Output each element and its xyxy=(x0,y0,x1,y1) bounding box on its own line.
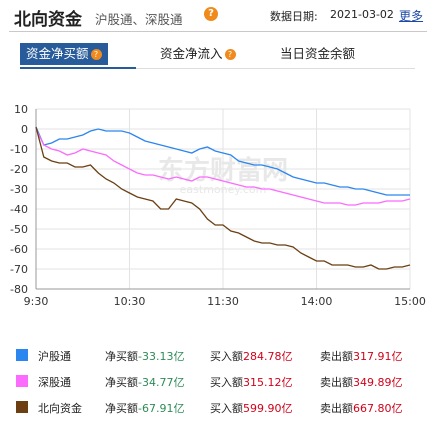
question-icon[interactable]: ? xyxy=(90,49,102,60)
line-chart: 10 0 -10 -20 -30 -40 -50 -60 -70 -809:30 10:30 11:3… xyxy=(10,103,426,308)
watermark-subtext: eastmoney.com xyxy=(180,183,267,196)
net-value: -34.77亿 xyxy=(138,376,185,389)
legend-swatch xyxy=(16,375,28,387)
legend-buy: 买入额315.12亿 xyxy=(210,374,293,390)
legend-swatch xyxy=(16,349,28,361)
tab-bar: 资金净买额? 资金净流入? 当日资金余额 xyxy=(0,43,435,67)
legend-net: 净买额-34.77亿 xyxy=(105,374,184,390)
tab-underline xyxy=(20,68,415,69)
date-label: 数据日期: xyxy=(270,10,318,23)
more-link[interactable]: 更多 xyxy=(399,9,424,23)
series-line-2 xyxy=(35,126,411,270)
date-value: 2021-03-02 xyxy=(330,8,394,21)
legend-sell: 卖出额349.89亿 xyxy=(320,374,403,390)
x-tick-label: 9:30 xyxy=(24,295,49,308)
tab-active-underline xyxy=(20,67,136,69)
x-tick-label: 15:00 xyxy=(394,295,426,308)
y-tick-label: -10 xyxy=(10,143,28,156)
legend-row-sh: 沪股通 净买额-33.13亿 买入额284.78亿 卖出额317.91亿 xyxy=(0,345,435,367)
x-tick-label: 14:00 xyxy=(301,295,333,308)
buy-label: 买入额 xyxy=(210,350,243,363)
sell-value: 317.91亿 xyxy=(353,350,403,363)
tab-net-inflow[interactable]: 资金净流入? xyxy=(160,43,236,65)
buy-value: 599.90亿 xyxy=(243,402,293,415)
y-tick-label: 0 xyxy=(21,123,28,136)
tab-net-buy[interactable]: 资金净买额? xyxy=(20,43,108,65)
tab-daily-balance[interactable]: 当日资金余额 xyxy=(280,43,355,65)
legend-sell: 卖出额667.80亿 xyxy=(320,400,403,416)
y-tick-label: -60 xyxy=(10,243,28,256)
header: 北向资金 沪股通、深股通 ? 数据日期: 2021-03-02 更多 xyxy=(0,0,435,30)
tab-label: 资金净买额 xyxy=(26,46,89,61)
y-tick-label: 10 xyxy=(14,103,28,116)
legend-row-sz: 深股通 净买额-34.77亿 买入额315.12亿 卖出额349.89亿 xyxy=(0,371,435,393)
x-tick-label: 10:30 xyxy=(114,295,146,308)
net-label: 净买额 xyxy=(105,376,138,389)
y-tick-label: -30 xyxy=(10,183,28,196)
tab-label: 资金净流入 xyxy=(160,46,223,61)
sell-label: 卖出额 xyxy=(320,350,353,363)
y-tick-label: -20 xyxy=(10,163,28,176)
legend-series-name: 深股通 xyxy=(38,376,71,389)
sell-value: 349.89亿 xyxy=(353,376,403,389)
y-tick-label: -50 xyxy=(10,223,28,236)
series-line-1 xyxy=(35,128,411,206)
y-tick-label: -80 xyxy=(10,283,28,296)
net-value: -33.13亿 xyxy=(138,350,185,363)
legend-sell: 卖出额317.91亿 xyxy=(320,348,403,364)
legend-buy: 买入额284.78亿 xyxy=(210,348,293,364)
buy-label: 买入额 xyxy=(210,402,243,415)
tab-label: 当日资金余额 xyxy=(280,46,356,61)
sell-label: 卖出额 xyxy=(320,402,353,415)
question-icon[interactable]: ? xyxy=(224,49,236,60)
net-label: 净买额 xyxy=(105,350,138,363)
sell-label: 卖出额 xyxy=(320,376,353,389)
legend-net: 净买额-67.91亿 xyxy=(105,400,184,416)
buy-value: 315.12亿 xyxy=(243,376,293,389)
y-tick-label: -70 xyxy=(10,263,28,276)
sell-value: 667.80亿 xyxy=(353,402,403,415)
page-subtitle: 沪股通、深股通 xyxy=(95,12,183,27)
net-value: -67.91亿 xyxy=(138,402,185,415)
legend-net: 净买额-33.13亿 xyxy=(105,348,184,364)
x-tick-label: 11:30 xyxy=(207,295,239,308)
buy-value: 284.78亿 xyxy=(243,350,293,363)
buy-label: 买入额 xyxy=(210,376,243,389)
header-divider xyxy=(9,31,427,32)
legend-series-name: 沪股通 xyxy=(38,350,71,363)
legend-row-north: 北向资金 净买额-67.91亿 买入额599.90亿 卖出额667.80亿 xyxy=(0,397,435,419)
net-label: 净买额 xyxy=(105,402,138,415)
help-icon[interactable]: ? xyxy=(204,7,218,21)
legend-series-name: 北向资金 xyxy=(38,402,82,415)
page-title: 北向资金 xyxy=(14,10,82,30)
y-tick-label: -40 xyxy=(10,203,28,216)
legend-swatch xyxy=(16,401,28,413)
legend-buy: 买入额599.90亿 xyxy=(210,400,293,416)
series-line-0 xyxy=(35,126,410,196)
